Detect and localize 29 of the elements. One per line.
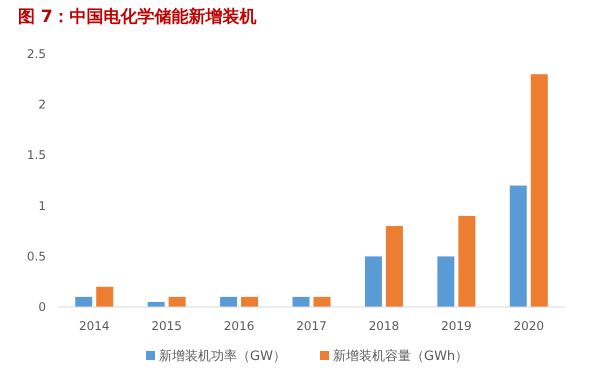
y-tick-label: 1.5 <box>26 148 46 162</box>
bar <box>241 296 258 307</box>
y-tick-label: 0 <box>38 300 46 314</box>
bar <box>75 296 92 307</box>
x-tick-label: 2018 <box>368 319 400 333</box>
bar <box>530 74 548 307</box>
chart-title: 图 7：中国电化学储能新增装机 <box>18 7 257 27</box>
bar <box>168 296 186 307</box>
x-tick-label: 2014 <box>78 319 110 333</box>
x-tick-label: 2016 <box>224 319 254 333</box>
bar <box>437 256 454 307</box>
bar <box>510 186 527 307</box>
y-tick-label: 2 <box>38 98 46 112</box>
bar <box>220 296 238 307</box>
legend-label: 新增装机功率（GW） <box>159 348 286 364</box>
y-tick-label: 1 <box>38 198 46 213</box>
bar <box>292 296 310 307</box>
x-tick-label: 2015 <box>151 319 182 333</box>
y-tick-label: 0.5 <box>26 249 46 264</box>
legend-label: 新增装机容量（GWh） <box>333 348 468 364</box>
bar <box>386 226 403 307</box>
x-tick-label: 2020 <box>514 319 544 333</box>
x-tick-label: 2019 <box>441 319 472 333</box>
y-tick-label: 2.5 <box>26 47 46 61</box>
bar <box>364 256 382 307</box>
bar <box>96 286 114 307</box>
x-tick-label: 2017 <box>296 319 327 333</box>
bar <box>314 296 330 307</box>
bar <box>458 216 476 307</box>
